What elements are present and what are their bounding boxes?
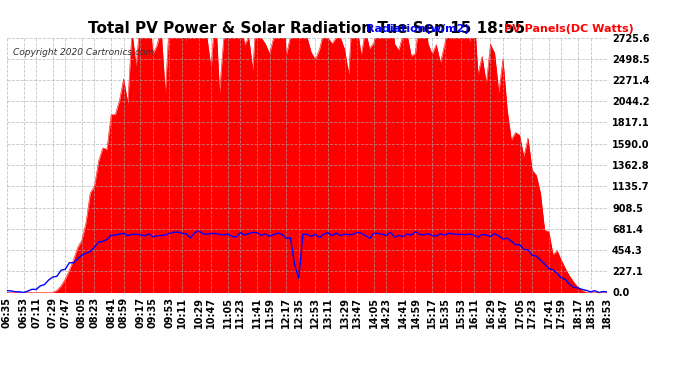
Text: PV Panels(DC Watts): PV Panels(DC Watts) (504, 24, 633, 34)
Text: Radiation(w/m2): Radiation(w/m2) (366, 24, 469, 34)
Text: Copyright 2020 Cartronics.com: Copyright 2020 Cartronics.com (13, 48, 154, 57)
Title: Total PV Power & Solar Radiation Tue Sep 15 18:55: Total PV Power & Solar Radiation Tue Sep… (88, 21, 526, 36)
